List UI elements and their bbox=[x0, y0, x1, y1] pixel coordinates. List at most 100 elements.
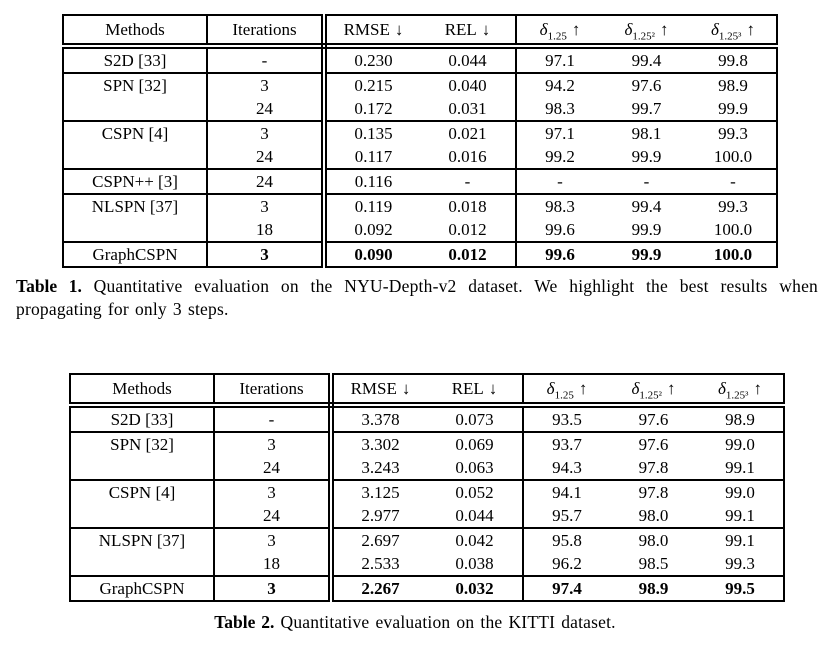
table-row: 18 2.533 0.038 96.2 98.5 99.3 bbox=[70, 552, 784, 576]
cell-rel: 0.038 bbox=[427, 552, 524, 576]
cell-d2: 97.6 bbox=[638, 409, 669, 429]
column-header-iterations: Iterations bbox=[207, 15, 327, 49]
header-row: Methods Iterations RMSE ↓ REL ↓ δ1.25 ↑ δ1.… bbox=[70, 374, 784, 408]
table-row: SPN [32] 3 0.215 0.040 94.2 97.6 98.9 bbox=[63, 72, 777, 97]
cell-d3: 99.8 bbox=[718, 50, 748, 70]
rel-label: REL bbox=[451, 378, 484, 398]
cell-d2: 97.6 bbox=[610, 431, 697, 456]
table-row: 24 2.977 0.044 95.7 98.0 99.1 bbox=[70, 504, 784, 528]
cell-d1: 96.2 bbox=[552, 553, 582, 573]
cell-iterations: 3 bbox=[214, 575, 334, 601]
cell-iterations: 18 bbox=[207, 218, 327, 242]
up-arrow-icon: ↑ bbox=[746, 19, 755, 39]
cell-method: SPN [32] bbox=[63, 72, 208, 97]
cell-iterations: 3 bbox=[207, 241, 327, 267]
cell-d1: 94.1 bbox=[523, 479, 610, 504]
cell-method: S2D [33] bbox=[70, 405, 215, 432]
cell-iterations: 3 bbox=[214, 527, 334, 552]
rel-label: REL bbox=[444, 19, 477, 39]
cell-rmse: 0.230 bbox=[354, 50, 393, 70]
cell-iterations: 3 bbox=[214, 479, 334, 504]
cell-d2: 99.9 bbox=[631, 146, 662, 166]
column-header-rel: REL ↓ bbox=[420, 15, 517, 49]
column-header-delta-125-sq: δ1.25² ↑ bbox=[603, 15, 690, 49]
cell-d3: 99.9 bbox=[718, 98, 748, 118]
cell-d2: 98.1 bbox=[603, 120, 690, 145]
column-header-rmse: RMSE ↓ bbox=[331, 374, 427, 408]
cell-rel: 0.021 bbox=[420, 120, 517, 145]
cell-rel: - bbox=[420, 168, 517, 194]
table-row: NLSPN [37] 3 2.697 0.042 95.8 98.0 99.1 bbox=[70, 527, 784, 552]
cell-iterations: 24 bbox=[207, 97, 327, 121]
cell-d2: 97.8 bbox=[638, 457, 669, 477]
table-row: CSPN++ [3] 24 0.116- - - - bbox=[63, 168, 777, 194]
cell-rmse: 0.172 bbox=[354, 98, 393, 118]
cell-d1: 93.5 bbox=[552, 409, 582, 429]
header-row: Methods Iterations RMSE ↓ REL ↓ δ1.25 ↑ δ1.… bbox=[63, 15, 777, 49]
column-header-rel: REL ↓ bbox=[427, 374, 524, 408]
cell-method bbox=[70, 552, 215, 576]
cell-d2: 99.7 bbox=[631, 98, 662, 118]
cell-d3: - bbox=[690, 168, 777, 194]
column-header-methods: Methods bbox=[70, 374, 215, 408]
delta-subscript: 1.25 bbox=[547, 29, 567, 42]
cell-rel: 0.073 bbox=[427, 405, 524, 432]
up-arrow-icon: ↑ bbox=[571, 19, 581, 39]
up-arrow-icon: ↑ bbox=[753, 378, 762, 398]
cell-rmse: 2.977 bbox=[361, 505, 400, 525]
cell-d2: 99.4 bbox=[631, 50, 662, 70]
cell-rmse: 0.215 bbox=[324, 72, 420, 97]
cell-d2: 98.0 bbox=[638, 505, 669, 525]
cell-method bbox=[63, 145, 208, 169]
table-row: S2D [33] - 0.230 0.044 97.1 99.4 99.8 bbox=[63, 46, 777, 73]
cell-method bbox=[70, 456, 215, 480]
cell-rmse: 0.117 bbox=[354, 146, 393, 166]
column-header-delta-125-cu: δ1.25³ ↑ bbox=[697, 374, 784, 408]
cell-rel: 0.032 bbox=[427, 575, 524, 601]
cell-d1: 95.7 bbox=[552, 505, 582, 525]
cell-rmse: 0.092 bbox=[354, 219, 393, 239]
table1-caption: Table 1. Quantitative evaluation on the … bbox=[16, 275, 818, 321]
cell-method: CSPN [4] bbox=[70, 479, 215, 504]
delta-symbol: δ bbox=[539, 19, 548, 39]
table-row: NLSPN [37] 3 0.119 0.018 98.3 99.4 99.3 bbox=[63, 193, 777, 218]
cell-d3: 98.9 bbox=[690, 72, 777, 97]
delta-symbol: δ bbox=[631, 378, 640, 398]
cell-rmse: 0.090 bbox=[324, 241, 420, 267]
cell-rel: 0.040 bbox=[420, 72, 517, 97]
cell-d2: 97.8 bbox=[610, 479, 697, 504]
cell-method bbox=[63, 97, 208, 121]
results-table-kitti: Methods Iterations RMSE ↓ REL ↓ δ1.25 ↑ δ1.… bbox=[69, 373, 785, 602]
cell-rmse: 0.135 bbox=[324, 120, 420, 145]
cell-d1: 99.2 bbox=[545, 146, 575, 166]
cell-d1: 93.7 bbox=[523, 431, 610, 456]
up-arrow-icon: ↑ bbox=[578, 378, 588, 398]
column-header-delta-125: δ1.25 ↑ bbox=[523, 374, 610, 408]
table-row: 24 3.243 0.063 94.3 97.8 99.1 bbox=[70, 456, 784, 480]
cell-rel: 0.069 bbox=[427, 431, 524, 456]
table-row: CSPN [4] 3 3.125 0.052 94.1 97.8 99.0 bbox=[70, 479, 784, 504]
column-header-delta-125: δ1.25 ↑ bbox=[516, 15, 603, 49]
cell-rel: 0.063 bbox=[427, 456, 524, 480]
table-row: 18 0.092 0.012 99.6 99.9 100.0 bbox=[63, 218, 777, 242]
table-row: SPN [32] 3 3.302 0.069 93.7 97.6 99.0 bbox=[70, 431, 784, 456]
results-table-nyu: Methods Iterations RMSE ↓ REL ↓ δ1.25 ↑ δ1.… bbox=[62, 14, 778, 268]
cell-method: NLSPN [37] bbox=[70, 527, 215, 552]
cell-d1: 97.1 bbox=[545, 50, 575, 70]
cell-rel: 0.044 bbox=[420, 46, 517, 73]
table2-caption: Table 2. Quantitative evaluation on the … bbox=[0, 611, 830, 634]
cell-iterations: 24 bbox=[214, 456, 334, 480]
cell-d1: - bbox=[516, 168, 603, 194]
cell-method: NLSPN [37] bbox=[63, 193, 208, 218]
cell-d1: 97.1 bbox=[516, 120, 603, 145]
cell-rel: 0.031 bbox=[420, 97, 517, 121]
cell-rmse: 0.116 bbox=[324, 168, 420, 194]
table2-block: Methods Iterations RMSE ↓ REL ↓ δ1.25 ↑ δ1.… bbox=[0, 373, 830, 634]
cell-iterations: 3 bbox=[214, 431, 334, 456]
delta-subscript: 1.25³ bbox=[725, 388, 749, 401]
down-arrow-icon: ↓ bbox=[488, 378, 498, 398]
cell-rmse: 3.302 bbox=[331, 431, 427, 456]
cell-iterations: 3 bbox=[207, 193, 327, 218]
cell-iterations: - bbox=[207, 46, 327, 73]
cell-d2: 99.4 bbox=[603, 193, 690, 218]
